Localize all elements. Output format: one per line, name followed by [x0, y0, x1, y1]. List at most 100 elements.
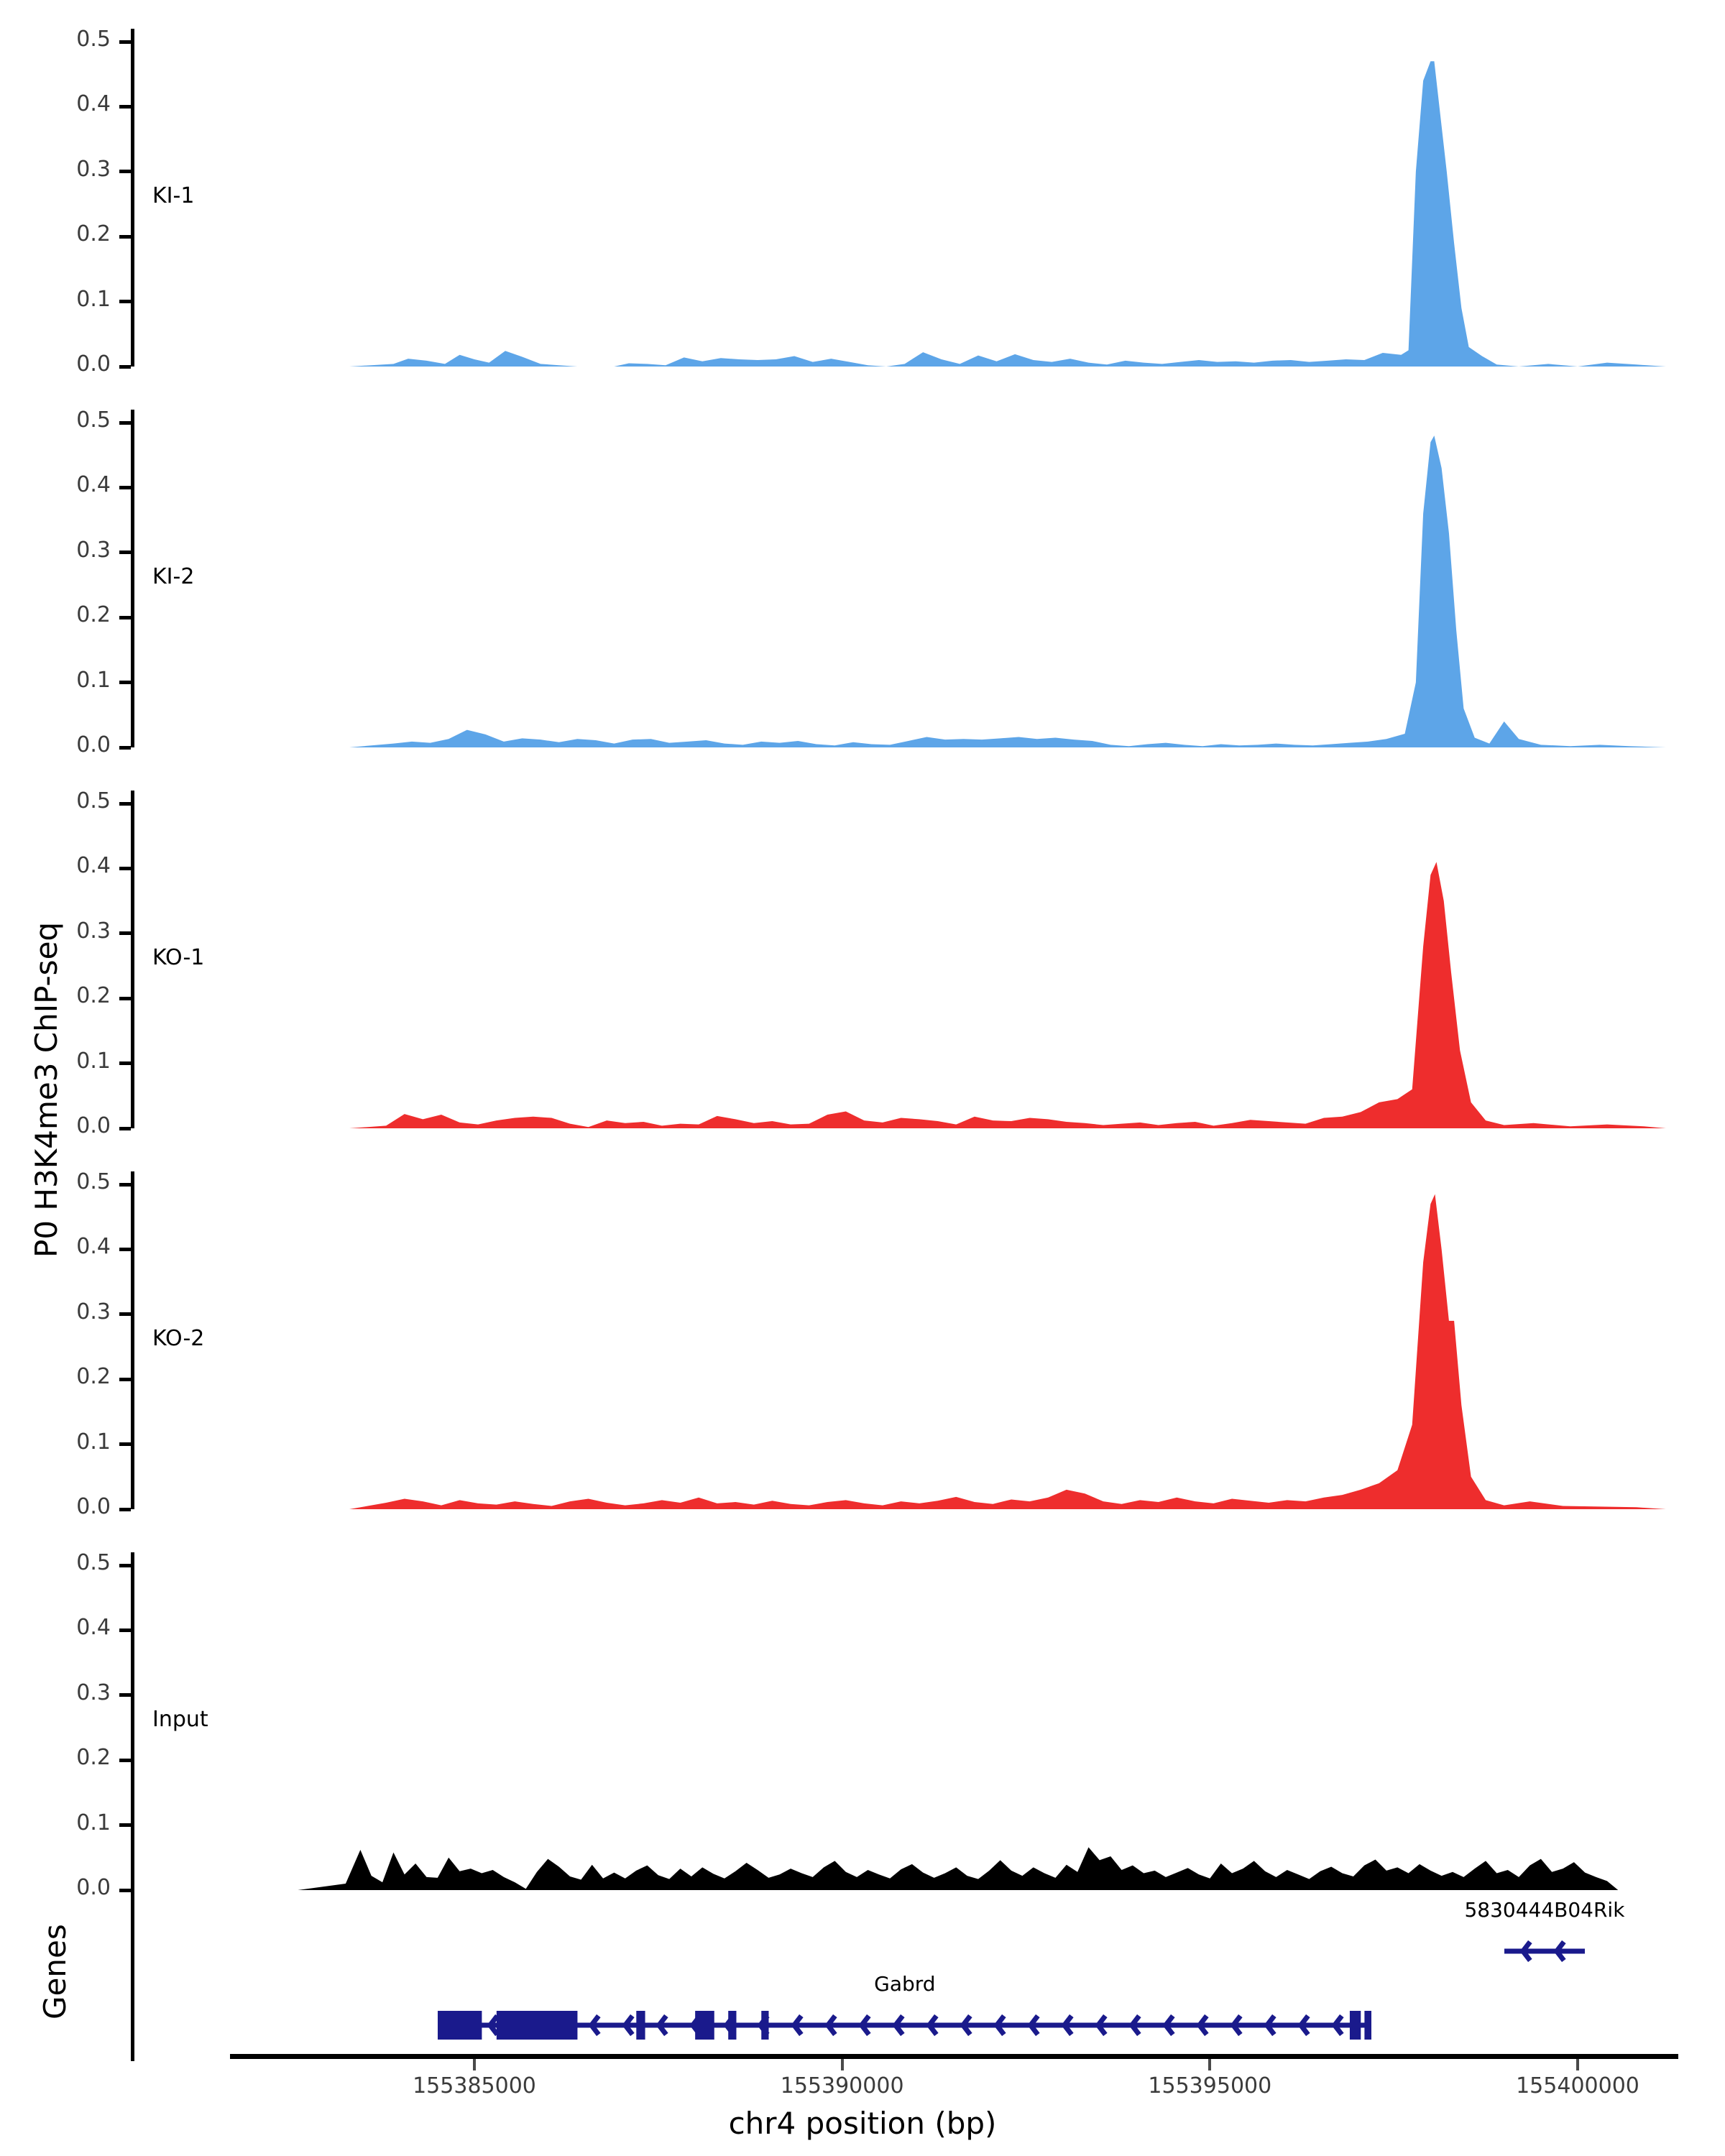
y-tick-label-input-4: 0.4	[76, 1615, 111, 1641]
gene-label-gabrd: Gabrd	[874, 1972, 936, 1996]
signal-track-ki-1	[131, 29, 1711, 367]
strand-arrow-icon	[1196, 2014, 1209, 2037]
signal-track-ko-1	[131, 791, 1711, 1128]
gene-gabrd	[437, 2004, 1372, 2047]
y-tick-ko-1-5	[119, 801, 131, 806]
y-tick-ki-1-1	[119, 300, 131, 304]
strand-arrow-icon	[824, 2014, 837, 2037]
y-axis-title: P0 H3K4me3 ChIP-seq	[29, 921, 64, 1258]
y-tick-input-4	[119, 1628, 131, 1632]
y-tick-ki-1-5	[119, 40, 131, 44]
gene-exon	[496, 2011, 578, 2040]
strand-arrow-icon	[1553, 1940, 1566, 1963]
strand-arrow-icon	[892, 2014, 905, 2037]
y-tick-ko-1-1	[119, 1061, 131, 1066]
y-tick-input-1	[119, 1823, 131, 1828]
signal-track-ko-2	[131, 1171, 1711, 1509]
y-tick-ko-2-0	[119, 1507, 131, 1511]
y-tick-ko-2-1	[119, 1442, 131, 1447]
y-tick-ki-1-4	[119, 104, 131, 109]
gene-exon	[761, 2011, 769, 2040]
strand-arrow-icon	[1264, 2014, 1276, 2037]
y-tick-label-ki-1-1: 0.1	[76, 286, 111, 312]
y-tick-ko-1-0	[119, 1126, 131, 1130]
strand-arrow-icon	[1027, 2014, 1040, 2037]
x-tick-3	[1576, 2059, 1579, 2070]
y-tick-label-ko-2-0: 0.0	[76, 1494, 111, 1519]
y-tick-label-ko-1-3: 0.3	[76, 918, 111, 944]
x-tick-label-3: 155400000	[1516, 2073, 1639, 2099]
genes-axis-spine	[131, 1883, 134, 2061]
gene-exon	[694, 2011, 714, 2040]
signal-area-ko-1	[298, 862, 1666, 1128]
y-tick-input-0	[119, 1888, 131, 1892]
gene-exon	[1349, 2011, 1361, 2040]
y-tick-label-ko-1-2: 0.2	[76, 983, 111, 1009]
y-axis-spine-ki-2	[131, 410, 134, 747]
x-tick-1	[840, 2059, 844, 2070]
y-tick-ki-2-5	[119, 420, 131, 425]
gene-exon	[728, 2011, 737, 2040]
x-tick-2	[1208, 2059, 1212, 2070]
x-tick-label-1: 155390000	[780, 2073, 904, 2099]
y-tick-input-5	[119, 1563, 131, 1567]
gene-exon	[1364, 2011, 1372, 2040]
y-tick-label-input-3: 0.3	[76, 1680, 111, 1705]
y-tick-label-ko-1-4: 0.4	[76, 853, 111, 879]
y-tick-label-ki-2-2: 0.2	[76, 602, 111, 628]
strand-arrow-icon	[1162, 2014, 1175, 2037]
y-tick-label-ko-2-4: 0.4	[76, 1234, 111, 1260]
strand-arrow-icon	[1095, 2014, 1108, 2037]
y-tick-ko-2-5	[119, 1182, 131, 1187]
y-tick-label-ko-1-5: 0.5	[76, 788, 111, 814]
gene-5830444b04rik	[1504, 1930, 1586, 1973]
y-tick-ko-1-2	[119, 996, 131, 1000]
y-tick-ko-2-3	[119, 1312, 131, 1317]
track-label-input: Input	[152, 1707, 208, 1732]
gene-exon	[636, 2011, 645, 2040]
x-tick-label-0: 155385000	[413, 2073, 536, 2099]
y-tick-label-input-1: 0.1	[76, 1810, 111, 1835]
y-tick-ko-1-3	[119, 931, 131, 936]
y-tick-input-2	[119, 1758, 131, 1762]
signal-track-input	[131, 1552, 1711, 1890]
signal-area-ko-2	[298, 1194, 1666, 1509]
signal-track-ki-2	[131, 410, 1711, 747]
x-axis-line	[230, 2054, 1678, 2059]
strand-arrow-icon	[1297, 2014, 1310, 2037]
gene-exon	[437, 2011, 482, 2040]
y-tick-label-ki-2-4: 0.4	[76, 472, 111, 498]
signal-area-ki-2	[298, 436, 1666, 747]
y-tick-label-ko-2-5: 0.5	[76, 1169, 111, 1195]
strand-arrow-icon	[487, 2014, 500, 2037]
y-tick-label-ki-1-3: 0.3	[76, 156, 111, 182]
y-tick-input-3	[119, 1693, 131, 1697]
y-axis-spine-ki-1	[131, 29, 134, 367]
y-tick-ko-1-4	[119, 866, 131, 870]
strand-arrow-icon	[1230, 2014, 1243, 2037]
strand-arrow-icon	[1061, 2014, 1074, 2037]
y-tick-label-ki-1-4: 0.4	[76, 91, 111, 117]
y-tick-label-ko-2-3: 0.3	[76, 1299, 111, 1325]
y-axis-spine-input	[131, 1552, 134, 1890]
y-tick-label-ki-1-0: 0.0	[76, 351, 111, 377]
y-tick-label-ki-1-2: 0.2	[76, 221, 111, 247]
y-tick-label-ko-1-0: 0.0	[76, 1113, 111, 1138]
y-tick-ki-2-3	[119, 550, 131, 555]
y-tick-label-ko-1-1: 0.1	[76, 1048, 111, 1074]
strand-arrow-icon	[1519, 1940, 1532, 1963]
x-tick-label-2: 155395000	[1148, 2073, 1272, 2099]
y-tick-label-ki-2-3: 0.3	[76, 537, 111, 563]
track-label-ko-1: KO-1	[152, 945, 205, 970]
y-tick-label-ko-2-1: 0.1	[76, 1429, 111, 1455]
strand-arrow-icon	[993, 2014, 1006, 2037]
strand-arrow-icon	[622, 2014, 635, 2037]
y-tick-ki-2-4	[119, 485, 131, 489]
y-tick-label-ki-2-5: 0.5	[76, 407, 111, 433]
y-tick-ki-2-1	[119, 681, 131, 685]
strand-arrow-icon	[656, 2014, 668, 2037]
y-tick-ki-1-0	[119, 364, 131, 369]
track-label-ki-1: KI-1	[152, 183, 195, 208]
y-tick-label-ko-2-2: 0.2	[76, 1364, 111, 1390]
